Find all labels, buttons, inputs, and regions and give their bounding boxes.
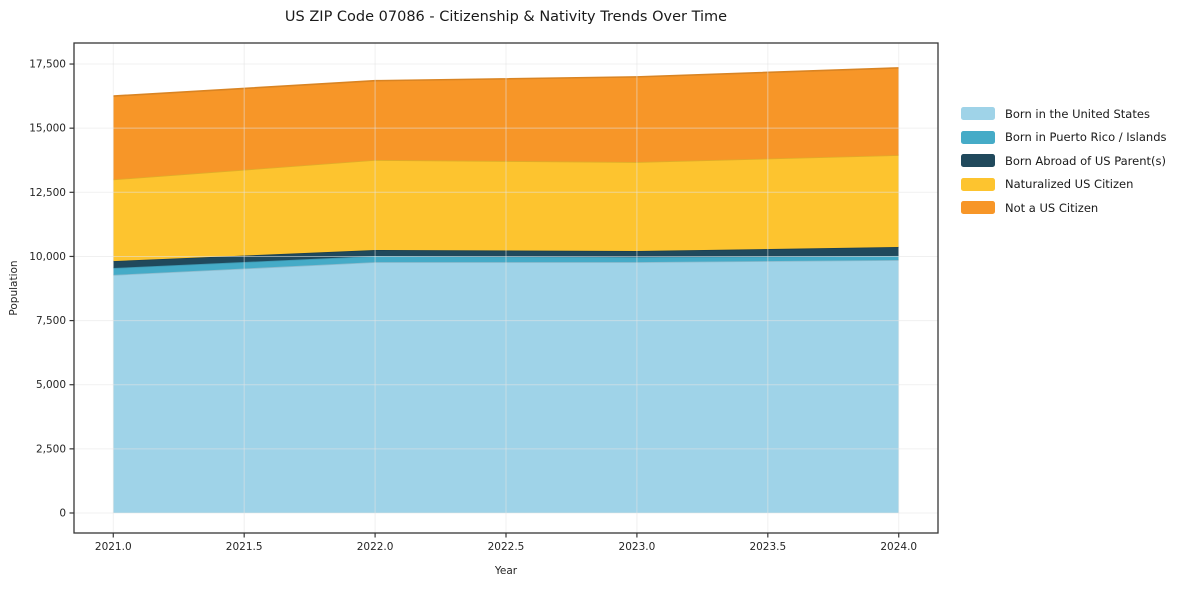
legend-item: Born in Puerto Rico / Islands bbox=[961, 130, 1167, 144]
legend-swatch-naturalized bbox=[961, 177, 995, 191]
y-tick-label: 7,500 bbox=[36, 315, 66, 327]
legend-label: Born Abroad of US Parent(s) bbox=[1005, 153, 1166, 168]
x-tick-label: 2023.5 bbox=[749, 541, 786, 553]
y-tick-label: 15,000 bbox=[29, 123, 66, 135]
legend-swatch-born-us bbox=[961, 107, 995, 120]
x-tick-label: 2022.5 bbox=[488, 541, 525, 553]
x-tick-label: 2022.0 bbox=[357, 541, 394, 553]
legend-item: Born Abroad of US Parent(s) bbox=[961, 153, 1167, 168]
legend-swatch-born-pr bbox=[961, 130, 995, 144]
legend-item: Born in the United States bbox=[961, 106, 1167, 121]
legend: Born in the United States Born in Puerto… bbox=[961, 106, 1167, 215]
y-tick-label: 17,500 bbox=[29, 59, 66, 71]
x-tick-label: 2024.0 bbox=[880, 541, 917, 553]
chart-title: US ZIP Code 07086 - Citizenship & Nativi… bbox=[284, 9, 728, 25]
legend-item: Not a US Citizen bbox=[961, 200, 1167, 215]
y-tick-label: 5,000 bbox=[36, 379, 66, 391]
y-tick-label: 10,000 bbox=[29, 251, 66, 263]
x-tick-label: 2023.0 bbox=[619, 541, 656, 553]
legend-label: Naturalized US Citizen bbox=[1005, 177, 1134, 191]
legend-swatch-not-citizen bbox=[961, 201, 995, 214]
x-tick-label: 2021.0 bbox=[95, 541, 132, 553]
legend-item: Naturalized US Citizen bbox=[961, 177, 1167, 191]
y-axis-label: Population bbox=[8, 260, 20, 316]
legend-label: Born in the United States bbox=[1005, 106, 1150, 121]
x-tick-label: 2021.5 bbox=[226, 541, 263, 553]
y-tick-label: 2,500 bbox=[36, 443, 66, 455]
legend-swatch-born-abroad bbox=[961, 154, 995, 167]
area-born-in-puerto-rico-islands bbox=[113, 255, 899, 275]
area-born-abroad-of-us-parent-s- bbox=[113, 246, 899, 268]
legend-label: Born in Puerto Rico / Islands bbox=[1005, 130, 1167, 144]
x-axis-label: Year bbox=[494, 565, 518, 577]
y-tick-label: 0 bbox=[59, 507, 66, 519]
y-tick-label: 12,500 bbox=[29, 187, 66, 199]
legend-label: Not a US Citizen bbox=[1005, 200, 1099, 215]
